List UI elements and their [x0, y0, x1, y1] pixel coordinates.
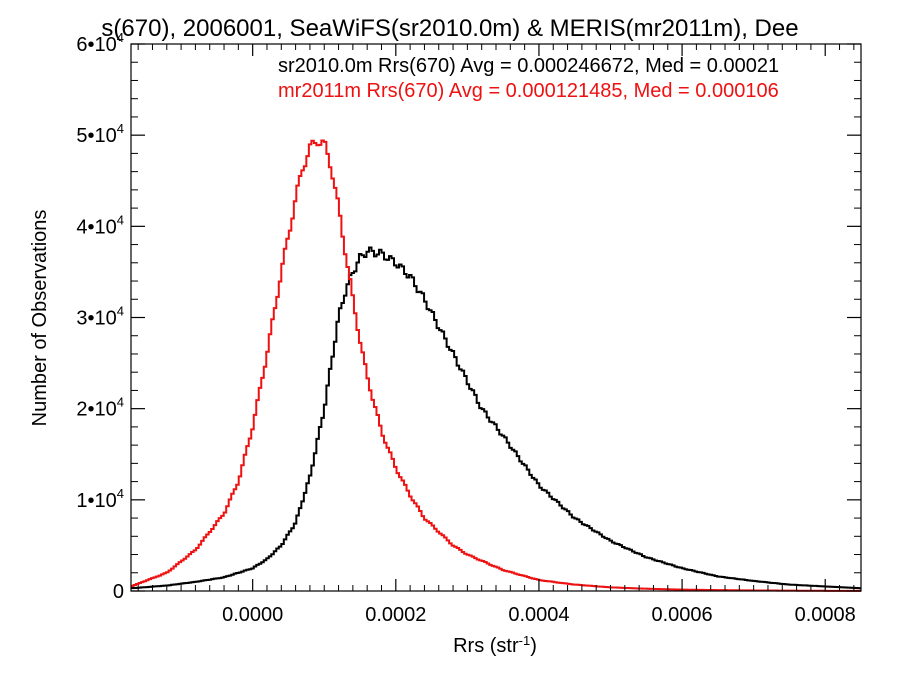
- series-layer: [131, 139, 861, 592]
- x-axis-label: Rrs (str-1): [453, 633, 537, 657]
- legend-entry-0: sr2010.0m Rrs(670) Avg = 0.000246672, Me…: [278, 55, 779, 77]
- x-tick-label: 0.0002: [365, 604, 426, 626]
- y-tick-label: 3•104: [76, 304, 124, 330]
- x-axis-label-superscript: -1: [519, 633, 531, 648]
- y-tick-label: 1•104: [76, 486, 124, 512]
- y-tick-label: 2•104: [76, 395, 124, 421]
- y-tick-label-base: 5•10: [76, 125, 116, 147]
- y-axis-label: Number of Observations: [29, 210, 51, 427]
- legend-entry-1: mr2011m Rrs(670) Avg = 0.000121485, Med …: [278, 80, 779, 102]
- y-tick-label: 0: [113, 581, 124, 603]
- x-axis-label-close: ): [530, 635, 537, 657]
- y-tick-label: 4•104: [76, 212, 124, 238]
- chart-title: s(670), 2006001, SeaWiFS(sr2010.0m) & ME…: [101, 15, 798, 42]
- y-tick-label-base: 4•10: [76, 216, 116, 238]
- y-tick-label-base: 1•10: [76, 490, 116, 512]
- y-tick-label-exponent: 4: [117, 486, 124, 501]
- y-tick-label-exponent: 4: [117, 304, 124, 319]
- y-tick-label-exponent: 4: [117, 121, 124, 136]
- y-tick-label: 5•104: [76, 121, 124, 147]
- legend: sr2010.0m Rrs(670) Avg = 0.000246672, Me…: [278, 55, 779, 102]
- series-line-sr2010.0m: [131, 246, 861, 590]
- y-tick-label-exponent: 4: [117, 30, 124, 45]
- y-tick-label-base: 2•10: [76, 399, 116, 421]
- x-tick-label: 0.0006: [651, 604, 712, 626]
- y-tick-label: 6•104: [76, 30, 124, 56]
- y-tick-label-exponent: 4: [117, 212, 124, 227]
- x-tick-label: 0.0000: [222, 604, 283, 626]
- y-tick-label-base: 0: [113, 581, 124, 603]
- series-line-mr2011m: [131, 139, 861, 592]
- x-axis-label-text: Rrs (str: [453, 635, 519, 657]
- x-tick-label: 0.0008: [795, 604, 856, 626]
- y-tick-label-exponent: 4: [117, 395, 124, 410]
- y-tick-label-base: 6•10: [76, 34, 116, 56]
- y-tick-label-base: 3•10: [76, 308, 116, 330]
- x-tick-label: 0.0004: [508, 604, 569, 626]
- tick-layer: 0.0000 0.0002 0.0004 0.0006 0.000801•1042•10…: [76, 30, 861, 626]
